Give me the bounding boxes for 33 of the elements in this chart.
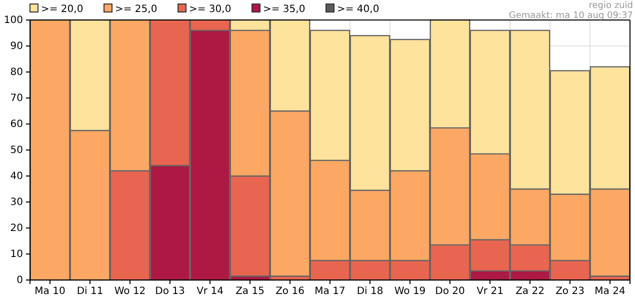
x-tick-label: Za 22 [516, 286, 544, 298]
y-tick-label: 70 [10, 93, 23, 104]
legend-label: >= 40,0 [337, 4, 380, 15]
series-label: >= 25,0 [115, 4, 158, 15]
x-tick-label: Do 20 [435, 286, 465, 298]
y-tick-label: 10 [10, 249, 23, 260]
y-tick-label: 90 [10, 41, 23, 52]
annotation: Gemaakt: ma 10 aug 09:37 [508, 11, 633, 21]
legend-label: >= 30,0 [189, 4, 232, 15]
y-tick-label: 30 [10, 197, 23, 208]
x-tick-label: Zo 23 [556, 286, 584, 298]
x-tick-label: Ma 17 [314, 286, 346, 298]
x-tick-label: Di 11 [76, 286, 104, 298]
x-tick-label: Vr 14 [196, 286, 224, 298]
legend-label: >= 20,0 [41, 4, 84, 15]
text: regio zuid [588, 1, 633, 11]
x-tick-label: Ma 10 [34, 286, 66, 298]
y-tick-label: 50 [10, 145, 23, 156]
x-tick-label: Wo 19 [394, 286, 426, 298]
y-tick-label: 80 [10, 67, 23, 78]
y-tick-label: 60 [10, 119, 23, 130]
legend-label: >= 35,0 [263, 4, 306, 15]
x-tick-label: Za 15 [236, 286, 264, 298]
x-tick-label: Vr 21 [476, 286, 504, 298]
x-tick-label: Ma 24 [594, 286, 626, 298]
x-tick-label: Do 13 [155, 286, 185, 298]
y-tick-label: 100 [4, 15, 23, 26]
x-tick-label: Wo 12 [114, 286, 146, 298]
x-tick-label: Di 18 [356, 286, 384, 298]
x-tick-label: Zo 16 [276, 286, 304, 298]
y-tick-label: 40 [10, 171, 23, 182]
y-tick-label: 20 [10, 223, 23, 234]
y-tick-label: 0 [16, 275, 23, 286]
